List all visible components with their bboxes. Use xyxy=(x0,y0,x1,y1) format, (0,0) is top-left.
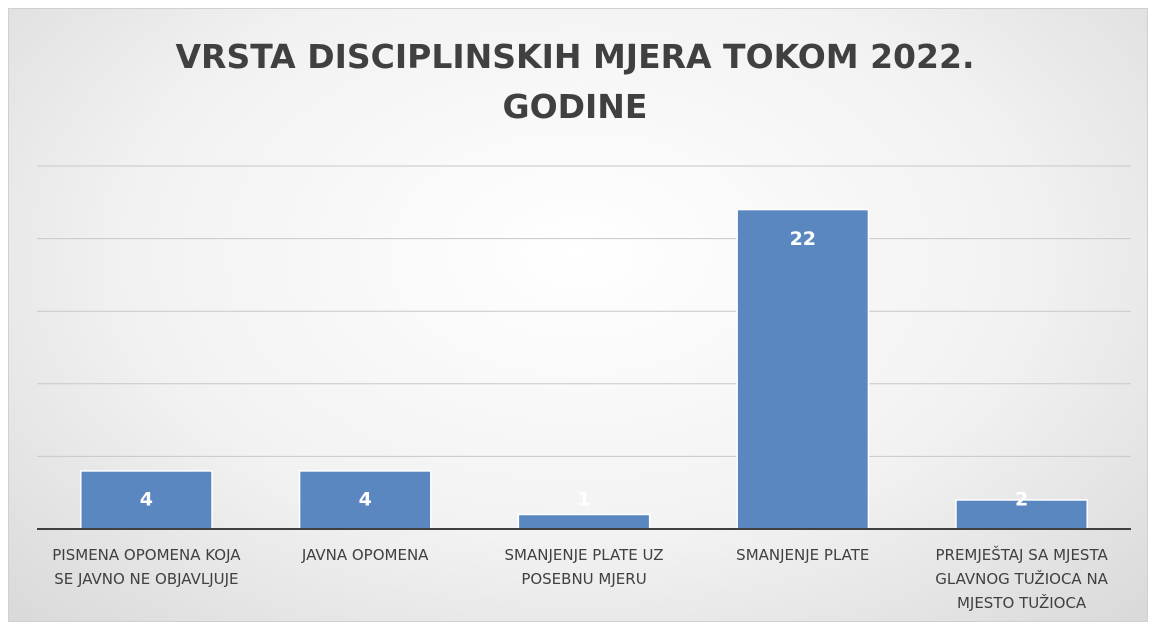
bar xyxy=(736,208,870,530)
x-tick-label: PREMJEŠTAJ SA MJESTA GLAVNOG TUŽIOCA NA … xyxy=(935,546,1108,612)
x-tick-label: PISMENA OPOMENA KOJA SE JAVNO NE OBJAVLJ… xyxy=(52,546,241,588)
data-label: 1 xyxy=(577,489,590,511)
x-tick-label: SMANJENJE PLATE UZ POSEBNU MJERU xyxy=(504,546,664,588)
bar xyxy=(298,470,432,530)
bar xyxy=(80,470,213,530)
data-label: 4 xyxy=(140,489,153,511)
data-label: 2 xyxy=(1015,489,1028,511)
data-label: 4 xyxy=(359,489,372,511)
x-tick-label: SMANJENJE PLATE xyxy=(736,546,870,564)
bar xyxy=(955,499,1088,530)
chart-title: VRSTA DISCIPLINSKIH MJERA TOKOM 2022. GO… xyxy=(175,37,975,126)
data-label: 22 xyxy=(790,228,816,250)
bar xyxy=(517,513,651,530)
x-tick-label: JAVNA OPOMENA xyxy=(301,546,429,564)
